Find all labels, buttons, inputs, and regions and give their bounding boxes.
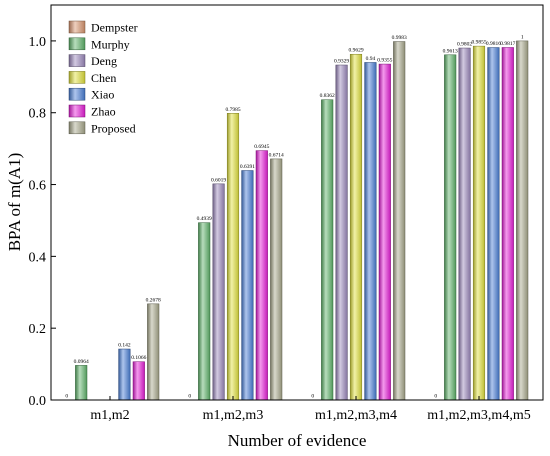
bar-chen-m1-m2-m3-m4 [349,53,363,401]
bars-layer [75,40,529,401]
bar-murphy-m1-m2-m3-m4-m5 [444,54,457,401]
bar-murphy-m1-m2-m3 [198,222,211,401]
value-label-zhao-m1-m2-m3-m4: 0.9355 [377,58,392,64]
legend-swatch-zhao [68,104,86,118]
bar-proposed-m1-m2-m3 [270,158,283,401]
value-label-proposed-m1-m2-m3-m4-m5: 1 [521,34,524,40]
value-label-proposed-m1-m2: 0.2678 [146,297,161,303]
bar-murphy-m1-m2 [75,365,88,401]
bar-deng-m1-m2-m3 [212,183,225,401]
bar-chen-m1-m2-m3 [226,113,240,401]
bar-proposed-m1-m2 [147,303,160,401]
y-tick-label: 0.2 [29,322,47,337]
value-label-zhao-m1-m2-m3: 0.6945 [254,144,269,150]
legend-swatch-proposed [68,121,86,135]
bar-zhao-m1-m2-m3 [255,150,268,401]
value-label-proposed-m1-m2-m3-m4: 0.9983 [392,35,407,41]
bar-zhao-m1-m2 [132,361,145,401]
legend-label-deng: Deng [91,54,117,68]
value-label-murphy-m1-m2-m3-m4: 0.8362 [320,93,335,99]
y-tick-label: 0.8 [29,107,47,122]
value-label-deng-m1-m2-m3-m4: 0.9329 [334,59,349,65]
value-label-deng-m1-m2-m3: 0.6019 [211,177,226,183]
value-label-zhao-m1-m2-m3-m4-m5: 0.9817 [500,41,515,47]
bar-deng-m1-m2-m3-m4 [335,64,348,401]
bar-proposed-m1-m2-m3-m4-m5 [516,40,529,401]
y-axis-title: BPA of m(A1) [5,153,24,252]
legend-label-murphy: Murphy [91,37,130,51]
bar-xiao-m1-m2-m3-m4-m5 [487,47,500,401]
bar-murphy-m1-m2-m3-m4 [321,99,334,401]
legend-swatch-xiao [68,87,86,101]
bar-xiao-m1-m2 [118,348,131,401]
legend-label-chen: Chen [91,71,116,85]
value-label-xiao-m1-m2-m3-m4: 0.94 [366,56,376,62]
value-label-chen-m1-m2-m3-m4: 0.9629 [348,48,363,54]
x-axis-title: Number of evidence [228,431,367,450]
bar-xiao-m1-m2-m3 [241,170,254,401]
y-tick-label: 1.0 [29,35,47,50]
value-label-murphy-m1-m2-m3: 0.4939 [197,216,212,222]
x-tick-label-m1-m2: m1,m2 [90,408,129,423]
bar-xiao-m1-m2-m3-m4 [364,62,377,401]
x-tick-label-m1-m2-m3: m1,m2,m3 [203,408,264,423]
value-label-dempster-m1-m2: 0 [65,394,68,400]
legend: Dempster Murphy Deng Chen Xiao Zhao Proposed [68,20,138,135]
x-axis: m1,m2 m1,m2,m3 m1,m2,m3,m4 m1,m2,m3,m4,m5 [90,396,531,423]
bar-zhao-m1-m2-m3-m4 [378,63,391,401]
legend-swatch-dempster [68,20,86,34]
y-tick-label: 0.4 [29,250,47,265]
legend-label-proposed: Proposed [91,121,136,135]
x-tick-label-m1-m2-m3-m4: m1,m2,m3,m4 [315,408,397,423]
value-label-deng-m1-m2-m3-m4-m5: 0.9802 [457,42,472,48]
legend-swatch-deng [68,54,86,67]
legend-label-dempster: Dempster [91,21,138,35]
value-label-zhao-m1-m2: 0.1066 [131,355,146,361]
legend-swatch-chen [68,71,86,84]
value-label-chen-m1-m2-m3-m4-m5: 0.9855 [471,40,486,46]
legend-swatch-murphy [68,37,86,51]
bar-zhao-m1-m2-m3-m4-m5 [501,47,514,401]
value-label-chen-m1-m2-m3: 0.7985 [225,107,240,113]
value-label-xiao-m1-m2-m3-m4-m5: 0.9816 [486,41,501,47]
value-label-xiao-m1-m2: 0.142 [118,343,131,349]
value-label-proposed-m1-m2-m3: 0.6714 [269,152,284,158]
value-label-murphy-m1-m2: 0.0964 [74,359,89,365]
value-label-xiao-m1-m2-m3: 0.6391 [240,164,255,170]
y-axis: 0.0 0.2 0.4 0.6 0.8 1.0 [29,35,56,409]
y-tick-label: 0.0 [29,394,47,409]
value-label-dempster-m1-m2-m3-m4-m5: 0 [434,394,437,400]
legend-label-zhao: Zhao [91,105,116,119]
value-label-dempster-m1-m2-m3: 0 [188,394,191,400]
value-label-murphy-m1-m2-m3-m4-m5: 0.9613 [443,48,458,54]
y-tick-label: 0.6 [29,179,47,194]
bar-chen-m1-m2-m3-m4-m5 [472,45,486,401]
bar-deng-m1-m2-m3-m4-m5 [458,47,471,401]
bar-proposed-m1-m2-m3-m4 [393,41,406,401]
plot-frame [50,4,544,401]
legend-label-xiao: Xiao [91,88,114,102]
x-tick-label-m1-m2-m3-m4-m5: m1,m2,m3,m4,m5 [427,408,530,423]
value-label-dempster-m1-m2-m3-m4: 0 [311,394,314,400]
